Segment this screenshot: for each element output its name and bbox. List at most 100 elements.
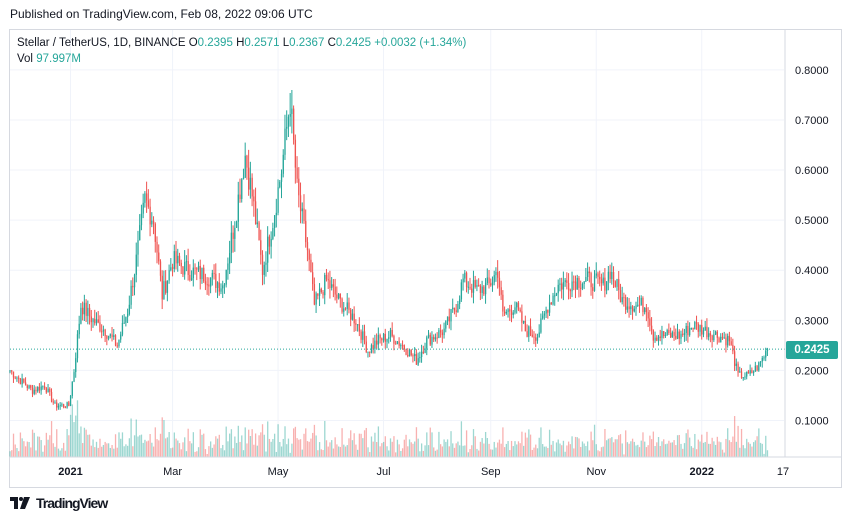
candle-body [526, 331, 528, 337]
volume-bar [26, 441, 28, 457]
volume-bar [623, 454, 625, 457]
candle-body [139, 225, 141, 241]
legend-ohlc-row: Stellar / TetherUS, 1D, BINANCE O0.2395 … [17, 35, 466, 51]
candle-body [42, 386, 44, 388]
candle-body [514, 307, 516, 313]
volume-bar [38, 436, 41, 457]
volume-bar [376, 442, 378, 457]
candle-body [631, 306, 634, 312]
volume-bar [355, 444, 357, 457]
volume-bar [147, 440, 150, 457]
volume-bar [254, 433, 257, 457]
candles [9, 90, 769, 411]
volume-bar [16, 448, 18, 457]
candle-body [414, 354, 416, 357]
volume-bar [223, 450, 226, 457]
candle-body [446, 316, 449, 322]
candle-body [400, 345, 402, 347]
volume-bar [472, 429, 475, 457]
volume-bar [744, 448, 746, 457]
candle-body [574, 281, 577, 290]
candle-body [701, 324, 703, 335]
candle-body [66, 402, 68, 408]
candle-body [490, 283, 492, 286]
candle-body [175, 251, 177, 264]
volume-bar [165, 438, 167, 457]
candle-body [80, 307, 82, 324]
candle-body [443, 328, 445, 336]
candle-body [735, 363, 738, 366]
candle-body [614, 281, 616, 287]
candle-body [379, 335, 381, 339]
volume-bar [57, 448, 60, 457]
tradingview-brand[interactable]: TradingView [36, 495, 108, 511]
candle-body [464, 272, 466, 279]
candle-body [714, 331, 717, 335]
footer[interactable]: TradingView [10, 495, 108, 511]
candle-body [389, 330, 392, 338]
candle-body [523, 320, 525, 323]
candle-body [581, 283, 584, 289]
volume-bar [350, 430, 352, 457]
volume-bar [133, 435, 136, 457]
candle-body [118, 339, 120, 347]
candle-body [71, 381, 73, 396]
volume-bar [559, 443, 561, 457]
candle-body [244, 155, 246, 178]
candle-body [609, 271, 611, 279]
candle-body [481, 286, 483, 293]
volume-bar [260, 432, 262, 457]
volume-bar [132, 446, 134, 457]
volume-bar [614, 439, 616, 457]
candle-body [111, 334, 113, 338]
candle-body [140, 213, 143, 226]
volume-bar [52, 443, 54, 457]
candle-body [723, 337, 725, 339]
candle-body [318, 288, 321, 296]
candle-body [439, 330, 442, 333]
candle-body [76, 334, 79, 359]
candle-body [555, 293, 558, 296]
volume-bar [621, 443, 623, 457]
price-tick-label: 0.5000 [795, 215, 829, 227]
volume-bar [35, 450, 37, 457]
candle-body [602, 277, 604, 284]
volume-bar [497, 442, 499, 457]
candle-body [135, 254, 137, 275]
candle-body [123, 322, 125, 324]
volume-bar [125, 444, 127, 457]
candle-body [524, 320, 527, 332]
volume-bar [42, 451, 44, 457]
volume-bars [9, 400, 769, 457]
volume-bar [507, 441, 509, 457]
volume-bar [197, 447, 200, 457]
volume-bar [619, 434, 622, 457]
candle-body [554, 295, 556, 297]
volume-bar [424, 445, 426, 457]
candle-body [469, 286, 471, 289]
candle-body [256, 222, 258, 225]
candle-body [718, 337, 720, 343]
volume-bar [585, 445, 587, 457]
volume-bar [566, 445, 568, 457]
volume-bar [158, 440, 160, 457]
candle-body [194, 267, 196, 269]
volume-bar [293, 428, 295, 457]
candle-body [265, 262, 267, 265]
candle-body [689, 328, 691, 336]
volume-bar [213, 444, 215, 457]
volume-bar [82, 443, 84, 457]
volume-bar [676, 435, 679, 457]
candle-body [600, 279, 603, 284]
candle-body [146, 193, 148, 201]
volume-bar [604, 428, 606, 457]
candle-body [40, 386, 42, 391]
candle-body [564, 280, 566, 283]
volume-bar [417, 438, 419, 457]
volume-bar [569, 444, 571, 457]
volume-bar [71, 404, 73, 457]
candle-body [294, 139, 297, 168]
candle-body [412, 355, 414, 357]
candle-body [467, 286, 469, 288]
